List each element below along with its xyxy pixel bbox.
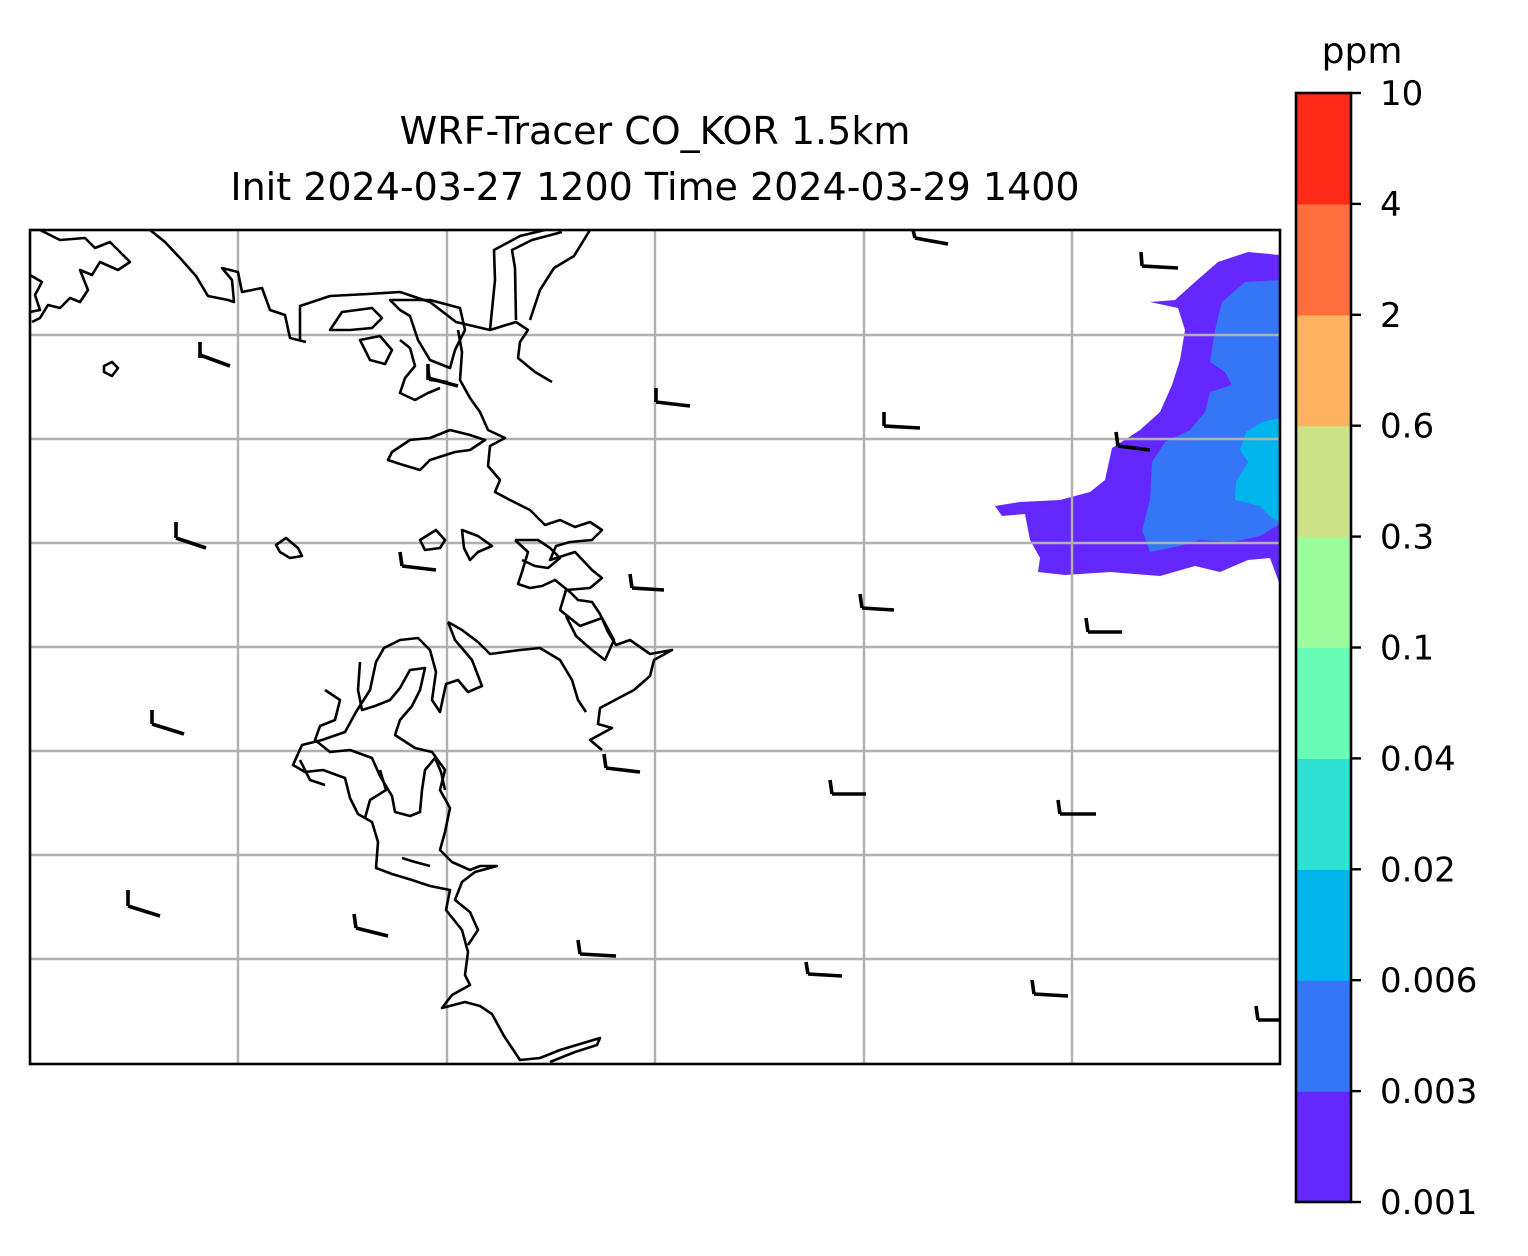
gridlines [30,230,1280,1064]
coastline-peninsula [358,298,616,662]
colorbar-band [1296,647,1351,759]
colorbar-tick-label: 0.3 [1380,518,1434,558]
colorbar-band [1296,980,1351,1092]
colorbar-unit-label: ppm [1322,31,1403,72]
wind-barbs [126,230,1280,1022]
wind-barb [198,342,231,368]
wind-barb [398,551,437,572]
colorbar-band [1296,758,1351,870]
colorbar-tick-label: 10 [1380,74,1423,114]
wind-barb [1114,431,1151,452]
colorbar-tick-label: 0.6 [1380,407,1434,447]
colorbar: 0.001 0.003 0.006 0.02 0.04 0.1 0.3 0.6 2 4 10 ppm [1294,31,1477,1223]
map-title-line-2: Init 2024-03-27 1200 Time 2024-03-29 140… [230,165,1080,209]
wind-barb [352,913,389,938]
coastline-bay [386,428,487,472]
coastlines [30,230,674,1064]
wind-barb [576,939,617,958]
colorbar-band [1296,1091,1351,1203]
wind-barb [426,364,459,388]
map-title-line-1: WRF-Tracer CO_KOR 1.5km [399,109,911,153]
wind-barb [654,388,691,408]
contour-level-0.006-patch [1205,452,1232,466]
coastline-south-inner [298,661,499,946]
colorbar-band [1296,314,1351,427]
wind-barb [628,573,665,592]
wind-barb [1056,799,1096,816]
colorbar-tick-label: 0.1 [1380,629,1434,669]
coastline-northwest [30,230,132,324]
wind-barb [126,890,161,918]
map-panel [28,228,1282,1066]
wind-barb [174,522,207,550]
coastline-islands-central [418,528,674,751]
coastline-river [488,230,592,331]
colorbar-band [1296,869,1351,981]
colorbar-band [1296,425,1351,538]
colorbar-bands [1296,93,1351,1203]
wind-barb [602,753,641,774]
wind-barb [1030,979,1069,998]
wind-barb [1139,251,1179,270]
colorbar-tick-label: 0.02 [1380,850,1456,890]
contour-level-0.006 [1235,418,1280,522]
wind-barb [882,412,921,430]
wind-barb [828,779,866,796]
colorbar-band [1296,536,1351,649]
wind-barb [150,710,185,736]
wind-barb [1254,1005,1280,1022]
map-frame [28,228,1282,1066]
colorbar-tick-label: 4 [1380,185,1402,225]
colorbar-tick-label: 2 [1380,296,1402,336]
coastline-north [149,230,553,384]
colorbar-tick-label: 0.003 [1380,1072,1477,1112]
colorbar-band [1296,203,1351,316]
colorbar-ticks: 0.001 0.003 0.006 0.02 0.04 0.1 0.3 0.6 2 4 10 [1351,74,1477,1223]
colorbar-tick-label: 0.001 [1380,1183,1477,1223]
wind-barb [911,230,949,246]
wind-barb [1084,617,1122,634]
wind-barb [804,961,843,978]
colorbar-tick-label: 0.006 [1380,961,1477,1001]
coastline-islands-west [102,360,304,560]
colorbar-band [1296,93,1351,205]
wind-barb [858,593,895,612]
colorbar-tick-label: 0.04 [1380,739,1456,779]
